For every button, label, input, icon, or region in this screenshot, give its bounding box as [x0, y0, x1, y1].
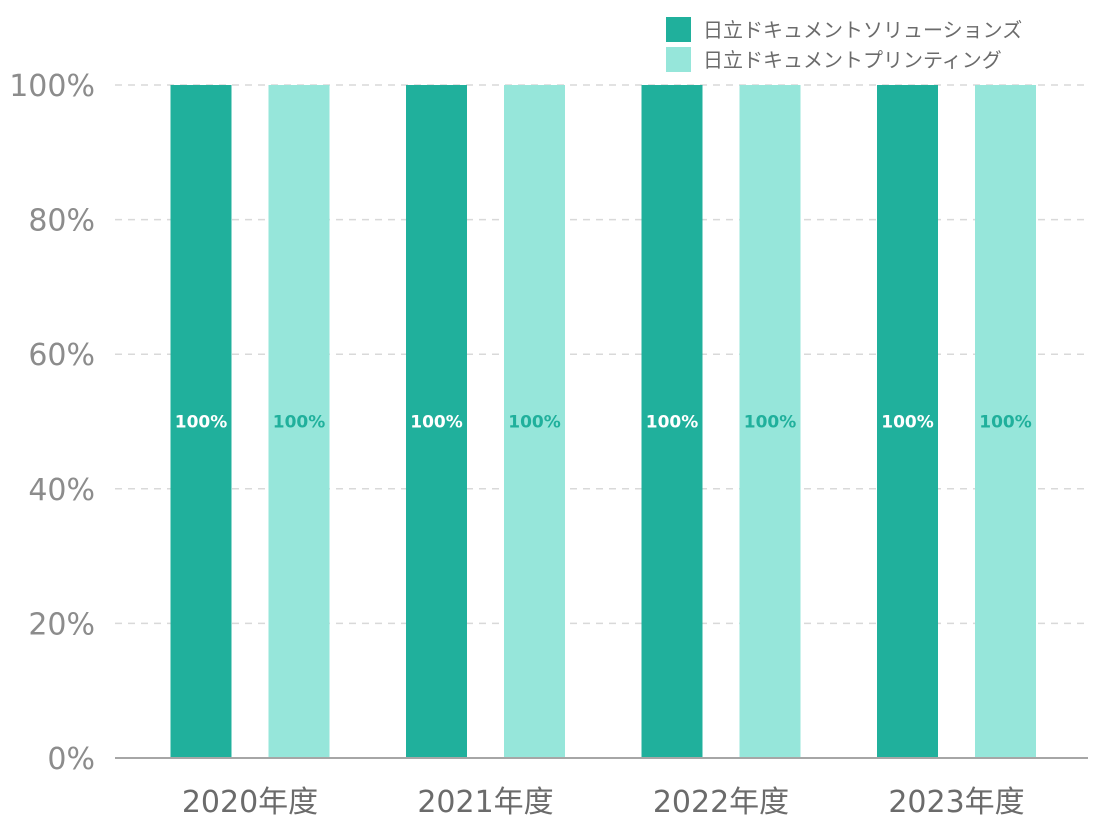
data-label: 100% — [508, 413, 561, 433]
y-tick-label: 100% — [9, 69, 95, 104]
y-tick-label: 40% — [28, 473, 95, 508]
x-tick-label: 2021年度 — [417, 785, 553, 820]
gridlines — [115, 84, 1088, 625]
bar-printing-2021年度 — [504, 85, 565, 758]
x-tick-label: 2023年度 — [888, 785, 1024, 820]
data-label: 100% — [273, 413, 326, 433]
bar-printing-2020年度 — [268, 85, 330, 758]
bar-solutions-2020年度 — [170, 85, 232, 758]
data-label: 100% — [646, 413, 699, 433]
bar-solutions-2021年度 — [406, 85, 467, 758]
legend-swatch — [666, 17, 691, 42]
bar-printing-2022年度 — [739, 85, 801, 758]
data-label: 100% — [979, 413, 1032, 433]
y-tick-label: 0% — [47, 742, 95, 777]
y-tick-label: 80% — [28, 204, 95, 239]
data-label: 100% — [175, 413, 228, 433]
x-tick-label: 2020年度 — [182, 785, 318, 820]
x-axis-ticks: 2020年度 2021年度 2022年度 2023年度 — [182, 785, 1025, 820]
data-label: 100% — [410, 413, 463, 433]
legend-label: 日立ドキュメントプリンティング — [703, 48, 1002, 72]
data-label: 100% — [881, 413, 934, 433]
bar-printing-2023年度 — [975, 85, 1036, 758]
x-tick-label: 2022年度 — [653, 785, 789, 820]
bars — [170, 85, 1036, 758]
legend-swatch — [666, 47, 691, 72]
y-tick-label: 20% — [28, 607, 95, 642]
y-axis-ticks: 0% 20% 40% 60% 80% 100% — [9, 69, 95, 777]
bar-solutions-2023年度 — [877, 85, 938, 758]
y-tick-label: 60% — [28, 338, 95, 373]
bar-solutions-2022年度 — [641, 85, 703, 758]
data-label: 100% — [744, 413, 797, 433]
data-labels: 100% 100% 100% 100% 100% 100% 100% 100% — [175, 413, 1032, 433]
legend-label: 日立ドキュメントソリューションズ — [703, 18, 1022, 42]
